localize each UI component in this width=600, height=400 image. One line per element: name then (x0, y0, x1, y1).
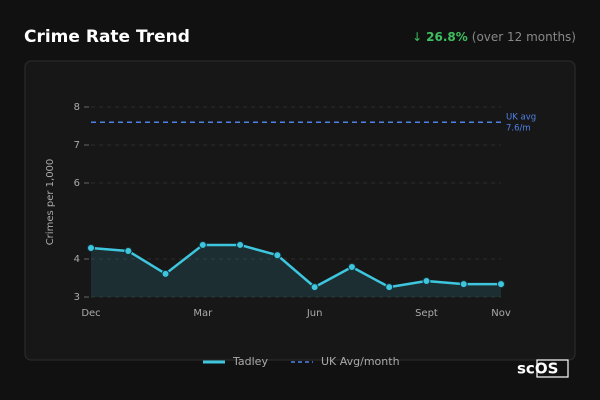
point (273, 251, 282, 260)
x-tick-label: Nov (491, 308, 511, 319)
x-tick-label: Jun (306, 308, 323, 319)
change-note: (over 12 months) (472, 30, 576, 44)
annotation: UK avg (506, 113, 536, 123)
plot: 3 4 6 7 8 Crimes per 1,000 Dec Mar Jun Sept Nov UK … (45, 102, 536, 368)
line (90, 243, 501, 289)
area (91, 244, 501, 297)
chart-card (24, 60, 576, 361)
point (385, 283, 394, 292)
point (459, 280, 468, 289)
y-tick-label: 7 (74, 140, 80, 151)
page-title: Crime Rate Trend (24, 27, 190, 47)
change-arrow: ↓ (412, 30, 422, 44)
point (198, 240, 207, 249)
y-tick-label: 3 (74, 292, 80, 303)
y-tick-label: 8 (74, 102, 80, 113)
x-tick-label: Sept (415, 308, 438, 319)
point (161, 269, 170, 278)
logo: scOS (517, 359, 569, 378)
y-axis-label: Crimes per 1,000 (45, 159, 56, 246)
point (497, 280, 505, 289)
logo-text: scOS (517, 360, 558, 378)
change-value: 26.8% (426, 30, 468, 44)
point (87, 243, 95, 252)
point (422, 277, 431, 286)
point (310, 283, 319, 292)
change-summary: ↓ 26.8% (over 12 months) (412, 30, 576, 44)
y-tick-label: 6 (74, 178, 80, 189)
x-tick-label: Mar (193, 308, 213, 319)
x-tick-label: Dec (81, 308, 100, 319)
point (124, 247, 133, 256)
y-tick-label: 4 (74, 254, 80, 265)
legend-label: Tadley (232, 355, 268, 368)
annotation: 7.6/m (506, 124, 531, 134)
point (236, 240, 245, 249)
point (347, 262, 356, 271)
legend-label: UK Avg/month (321, 355, 400, 368)
logo-box (536, 359, 569, 378)
